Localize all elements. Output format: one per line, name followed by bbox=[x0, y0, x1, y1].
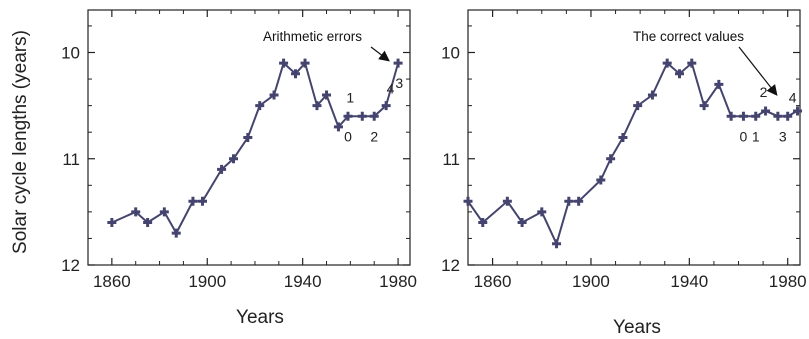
x-tick-label: 1900 bbox=[188, 272, 226, 291]
data-point bbox=[738, 111, 748, 121]
x-tick-label: 1980 bbox=[769, 272, 807, 291]
data-point bbox=[552, 239, 562, 249]
data-point bbox=[171, 228, 181, 238]
data-point bbox=[159, 207, 169, 217]
data-point bbox=[322, 90, 332, 100]
point-label-1: 1 bbox=[752, 128, 760, 144]
annotation-text: Arithmetic errors bbox=[263, 29, 362, 44]
y-tick-label: 10 bbox=[441, 44, 460, 63]
annotation-arrow bbox=[738, 46, 778, 96]
point-label-0: 0 bbox=[344, 128, 352, 144]
x-axis-title: Years bbox=[613, 317, 661, 338]
data-point bbox=[381, 101, 391, 111]
data-point bbox=[793, 106, 803, 116]
point-label-4: 4 bbox=[789, 89, 797, 105]
x-tick-label: 1900 bbox=[572, 272, 610, 291]
data-point bbox=[228, 154, 238, 164]
point-label-2: 2 bbox=[370, 128, 378, 144]
point-label-3: 3 bbox=[779, 128, 787, 144]
data-point bbox=[726, 111, 736, 121]
point-label-4: 4 bbox=[387, 81, 395, 97]
data-point bbox=[751, 111, 761, 121]
data-point bbox=[687, 58, 697, 68]
data-point bbox=[537, 207, 547, 217]
y-tick-label: 12 bbox=[441, 256, 460, 275]
series-line bbox=[467, 61, 798, 247]
data-point bbox=[217, 164, 227, 174]
series-line bbox=[111, 61, 400, 236]
x-tick-label: 1860 bbox=[93, 272, 131, 291]
data-point bbox=[783, 111, 793, 121]
data-point bbox=[279, 58, 289, 68]
y-tick-label: 10 bbox=[61, 44, 80, 63]
data-point bbox=[662, 58, 672, 68]
data-point bbox=[596, 175, 606, 185]
data-point bbox=[674, 69, 684, 79]
data-point bbox=[633, 101, 643, 111]
point-label-0: 0 bbox=[740, 128, 748, 144]
data-point bbox=[761, 106, 771, 116]
chart-right: Years The correct values 1860 1900 1940 198… bbox=[441, 9, 807, 338]
plot-frame bbox=[87, 9, 411, 266]
x-axis-title: Years bbox=[236, 307, 284, 328]
data-point bbox=[300, 58, 310, 68]
data-point bbox=[647, 90, 657, 100]
x-tick-label: 1940 bbox=[670, 272, 708, 291]
data-point bbox=[564, 196, 574, 206]
point-label-3: 3 bbox=[395, 75, 403, 91]
data-point bbox=[699, 101, 709, 111]
data-point bbox=[773, 111, 783, 121]
data-point bbox=[107, 218, 117, 227]
data-point bbox=[618, 133, 628, 142]
data-point bbox=[606, 154, 616, 164]
plot-frame bbox=[467, 9, 801, 266]
data-point bbox=[343, 111, 353, 121]
data-point bbox=[197, 196, 207, 206]
point-label-2: 2 bbox=[760, 84, 768, 100]
y-tick-label: 11 bbox=[62, 150, 80, 169]
data-point bbox=[143, 218, 153, 227]
data-point bbox=[574, 196, 584, 206]
annotation-arrow bbox=[370, 46, 390, 62]
y-tick-label: 11 bbox=[442, 150, 460, 169]
data-point bbox=[291, 69, 301, 79]
data-point bbox=[369, 111, 379, 121]
data-point bbox=[131, 207, 141, 217]
chart-left: Solar cycle lengths (years) Years Arithm… bbox=[10, 9, 417, 328]
data-point bbox=[243, 133, 253, 142]
data-point bbox=[357, 111, 367, 121]
data-point bbox=[393, 58, 403, 68]
data-point bbox=[502, 196, 512, 206]
x-tick-label: 1860 bbox=[474, 272, 512, 291]
data-point bbox=[255, 101, 265, 111]
data-point bbox=[312, 101, 322, 111]
data-point bbox=[478, 218, 488, 227]
data-point bbox=[714, 79, 724, 89]
data-point bbox=[333, 122, 343, 132]
point-label-1: 1 bbox=[346, 89, 354, 105]
data-point bbox=[188, 196, 198, 206]
y-tick-label: 12 bbox=[61, 256, 80, 275]
x-tick-label: 1980 bbox=[379, 272, 417, 291]
x-tick-label: 1940 bbox=[284, 272, 322, 291]
y-axis-title: Solar cycle lengths (years) bbox=[10, 30, 31, 254]
annotation-text: The correct values bbox=[633, 29, 744, 44]
data-point bbox=[463, 196, 473, 206]
data-point bbox=[269, 90, 279, 100]
data-point bbox=[517, 218, 527, 227]
